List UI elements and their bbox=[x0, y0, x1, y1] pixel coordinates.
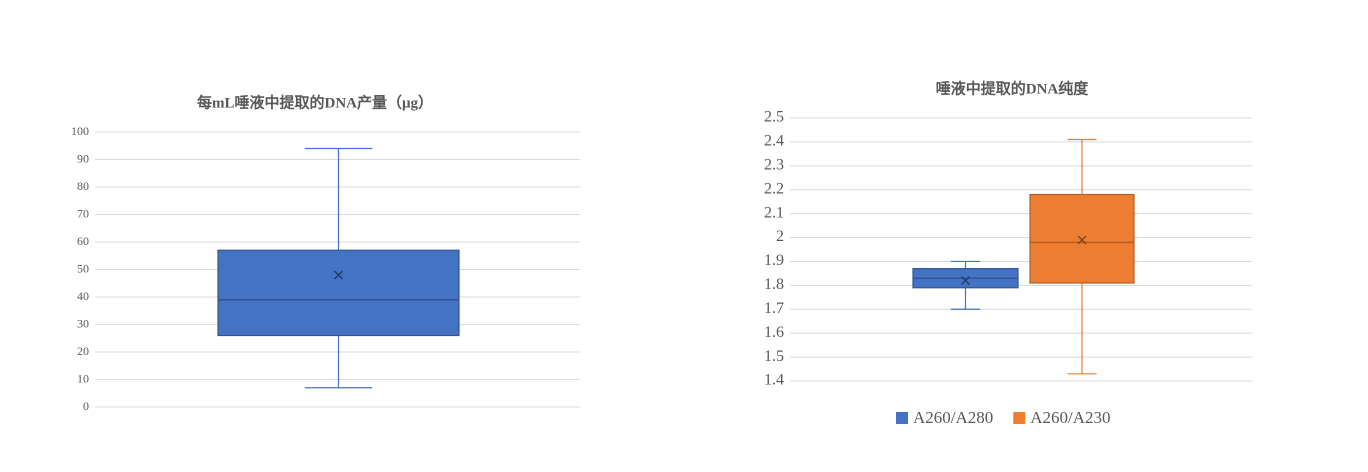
legend-label: A260/A280 bbox=[913, 408, 993, 427]
y-tick-label: 60 bbox=[77, 234, 89, 248]
y-tick-label: 80 bbox=[77, 179, 89, 193]
y-tick-label: 2.3 bbox=[764, 156, 784, 173]
mean-marker bbox=[334, 270, 343, 280]
y-tick-label: 10 bbox=[77, 371, 89, 385]
y-tick-label: 30 bbox=[77, 316, 89, 330]
chart-title: 唾液中提取的DNA纯度 bbox=[936, 79, 1089, 97]
y-tick-label: 1.7 bbox=[764, 300, 784, 317]
y-tick-label: 2 bbox=[776, 228, 784, 245]
y-tick-label: 20 bbox=[77, 344, 89, 358]
y-tick-label: 1.4 bbox=[764, 372, 784, 389]
y-tick-label: 1.5 bbox=[764, 348, 784, 365]
chart-title: 每mL唾液中提取的DNA产量（μg） bbox=[197, 93, 433, 111]
y-tick-label: 1.8 bbox=[764, 276, 784, 293]
y-tick-label: 1.9 bbox=[764, 252, 784, 269]
y-tick-label: 70 bbox=[77, 206, 89, 220]
mean-marker bbox=[1077, 235, 1087, 245]
y-tick-label: 90 bbox=[77, 151, 89, 165]
y-tick-label: 100 bbox=[71, 124, 89, 138]
box bbox=[1029, 193, 1135, 284]
legend-label: A260/A230 bbox=[1030, 408, 1110, 427]
y-tick-label: 2.2 bbox=[764, 180, 784, 197]
legend-swatch bbox=[1013, 412, 1026, 424]
y-tick-label: 50 bbox=[77, 261, 89, 275]
mean-marker bbox=[961, 276, 970, 286]
y-tick-label: 2.4 bbox=[764, 133, 784, 150]
box bbox=[217, 249, 460, 337]
legend-swatch bbox=[896, 412, 908, 424]
y-tick-label: 2.1 bbox=[764, 204, 784, 221]
y-tick-label: 0 bbox=[83, 399, 89, 413]
y-tick-label: 2.5 bbox=[764, 109, 784, 126]
y-tick-label: 40 bbox=[77, 289, 89, 303]
y-tick-label: 1.6 bbox=[764, 324, 784, 341]
